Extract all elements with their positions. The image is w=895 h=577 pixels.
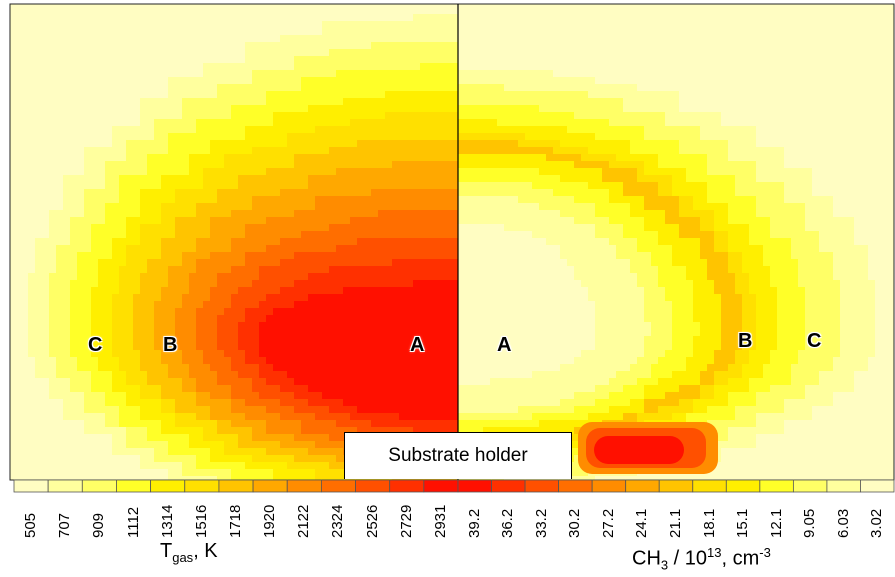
ch3-colorbar-tick-label: 12.1 <box>767 508 785 538</box>
ch3-colorbar-tick-label: 33.2 <box>532 508 550 538</box>
ch3-colorbar-swatch <box>860 479 895 493</box>
ch3-colorbar-tick-label: 9.05 <box>801 508 819 538</box>
ch3-colorbar-swatch <box>792 479 828 493</box>
temperature-colorbar-swatch <box>150 479 186 493</box>
temperature-band <box>259 280 458 420</box>
temperature-colorbar-swatch <box>286 479 322 493</box>
temperature-colorbar-tick-label: 1516 <box>192 504 210 538</box>
ch3-colorbar-tick-label: 36.2 <box>499 508 517 538</box>
temperature-colorbar-tick-label: 1920 <box>261 504 279 538</box>
temperature-colorbar-swatch <box>13 479 49 493</box>
ch3-axis-title: CH3 / 1013, cm-3 <box>632 545 771 573</box>
ch3-band <box>458 224 595 385</box>
temperature-colorbar-tick-label: 1314 <box>158 504 176 538</box>
temperature-colorbar-swatch <box>116 479 152 493</box>
ch3-colorbar-tick-label: 15.1 <box>734 508 752 538</box>
temperature-colorbar-tick-label: 2729 <box>397 504 415 538</box>
temperature-map <box>10 4 458 480</box>
temperature-colorbar-swatch <box>81 479 117 493</box>
ch3-colorbar-tick-label: 6.03 <box>834 508 852 538</box>
tgas-symbol: T <box>160 540 173 562</box>
left-label-c: C <box>88 334 103 356</box>
ch3-colorbar-swatch <box>591 479 627 493</box>
right-label-b: B <box>738 330 753 352</box>
ch3-colorbar-swatch <box>625 479 660 493</box>
ch3-unit: , cm <box>721 547 760 570</box>
tgas-unit: , K <box>193 540 218 562</box>
ch3-colorbar-swatch <box>457 479 492 493</box>
ch3-colorbar-tick-label: 21.1 <box>667 508 684 538</box>
ch3-band <box>594 436 684 464</box>
temperature-colorbar-swatch <box>423 479 459 493</box>
ch3-exponent: 13 <box>707 545 722 560</box>
ch3-colorbar-tick-label: 30.2 <box>566 508 584 538</box>
ch3-colorbar-tick-label: 27.2 <box>599 508 617 538</box>
left-label-a: A <box>410 334 425 356</box>
ch3-density-map <box>458 4 894 480</box>
ch3-colorbar-swatch <box>658 479 694 493</box>
temperature-colorbar-tick-label: 707 <box>56 512 74 538</box>
temperature-colorbar-tick-label: 1718 <box>227 504 244 538</box>
temperature-colorbar-swatch <box>320 479 356 493</box>
temperature-colorbar-swatch <box>389 479 425 493</box>
temperature-colorbar-swatch <box>184 479 220 493</box>
ch3-colorbar-swatch <box>826 479 861 493</box>
temperature-colorbar-swatch <box>47 479 83 493</box>
temperature-colorbar-tick-label: 2324 <box>329 504 347 538</box>
ch3-colorbar-swatch <box>692 479 727 493</box>
colorbar <box>13 479 895 493</box>
ch3-colorbar-swatch <box>759 479 794 493</box>
temperature-colorbar-tick-label: 1112 <box>124 506 142 538</box>
temperature-axis-title: Tgas, K <box>160 540 218 565</box>
temperature-colorbar-swatch <box>355 479 391 493</box>
tgas-subscript: gas <box>172 550 194 565</box>
ch3-colorbar-tick-label: 24.1 <box>633 508 651 538</box>
temperature-colorbar-tick-label: 2526 <box>363 504 381 538</box>
left-label-b: B <box>163 334 178 356</box>
ch3-subscript: 3 <box>660 557 669 573</box>
ch3-colorbar-swatch <box>491 479 526 493</box>
temperature-colorbar-tick-label: 2122 <box>295 504 313 538</box>
temperature-colorbar-tick-label: 909 <box>90 512 108 538</box>
temperature-colorbar-tick-label: 505 <box>22 512 40 538</box>
ch3-mid: / 10 <box>668 547 708 570</box>
temperature-colorbar-tick-label: 2931 <box>431 504 449 538</box>
ch3-colorbar-swatch <box>558 479 593 493</box>
temperature-colorbar-swatch <box>218 479 254 493</box>
ch3-colorbar-tick-label: 3.02 <box>868 508 886 538</box>
ch3-colorbar-tick-label: 39.2 <box>465 508 483 538</box>
right-label-c: C <box>807 330 822 352</box>
ch3-prefix: CH <box>632 547 661 570</box>
right-label-a: A <box>497 334 512 356</box>
temperature-colorbar-swatch <box>252 479 288 493</box>
ch3-colorbar-swatch <box>725 479 761 493</box>
substrate-holder-label: Substrate holder <box>344 432 572 479</box>
ch3-colorbar-tick-label: 18.1 <box>700 508 718 538</box>
ch3-unit-exponent: -3 <box>759 545 771 560</box>
ch3-colorbar-swatch <box>524 479 560 493</box>
